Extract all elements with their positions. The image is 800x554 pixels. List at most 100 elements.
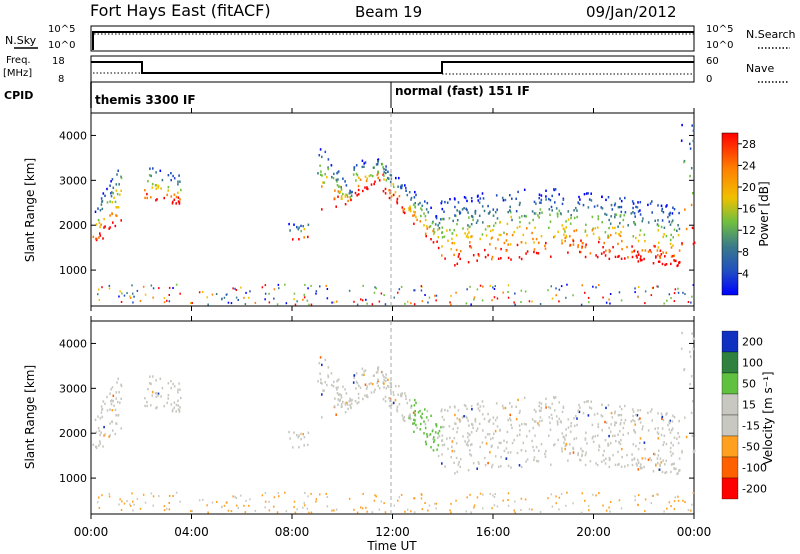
power-speckle-11 (273, 288, 276, 291)
power-cell-28 (98, 221, 101, 224)
velocity-cell-773 (531, 418, 534, 421)
velocity-cell-771 (601, 403, 603, 407)
velocity-cell-220 (365, 387, 368, 391)
velocity-cell-13 (111, 420, 113, 424)
power-cell-713 (657, 204, 659, 207)
velocity-speckle-28 (293, 500, 296, 503)
power-cell-16 (97, 218, 100, 222)
power-cell-841 (584, 245, 587, 249)
power-cell-195 (362, 189, 364, 193)
velocity-cell-92 (171, 410, 174, 413)
power-speckle-134 (398, 288, 401, 291)
power-speckle-49 (427, 301, 429, 304)
power-speckle-5 (123, 294, 126, 297)
power-speckle-16 (293, 298, 295, 301)
power-cell-11 (104, 225, 106, 228)
velocity-speckle-11 (273, 496, 276, 499)
velocity-cell-491 (602, 454, 604, 457)
power-cell-659 (637, 260, 640, 263)
power-cell-249 (386, 176, 389, 180)
power-speckle-124 (644, 290, 647, 293)
power-cell-271 (408, 207, 410, 210)
power-speckle-35 (237, 299, 239, 301)
velocity-cell-326 (408, 399, 411, 402)
power-cell-802 (525, 252, 527, 255)
velocity-speckle-83 (278, 495, 280, 498)
power-speckle-113 (420, 289, 423, 292)
power-speckle-57 (650, 294, 653, 297)
velocity-speckle-99 (152, 495, 155, 498)
power-cell-21 (111, 191, 113, 194)
velocity-cell-753 (534, 434, 536, 437)
power-cell-826 (535, 237, 538, 241)
power-cell-66 (177, 200, 180, 203)
power-cell-57 (119, 193, 121, 196)
velocity-cell-356 (426, 409, 429, 413)
power-cell-400 (623, 214, 625, 217)
velocity-cell-612 (545, 449, 547, 453)
velocity-cell-69 (161, 386, 164, 390)
power-cell-845 (675, 259, 677, 263)
velocity-cell-312 (398, 403, 401, 406)
power-speckle-15 (465, 302, 468, 305)
power-speckle-109 (491, 299, 493, 302)
velocity-speckle-189 (243, 504, 245, 507)
power-cell-814 (567, 218, 570, 221)
velocity-cell-339 (389, 400, 391, 403)
power-cell-214 (377, 158, 380, 161)
power-speckle-213 (677, 287, 679, 290)
power-speckle-117 (476, 288, 479, 291)
power-cell-754 (620, 230, 622, 234)
power-cell-805 (469, 241, 471, 244)
velocity-cell-162 (346, 401, 348, 405)
velocity-speckle-31 (450, 511, 452, 514)
power-speckle-155 (132, 301, 134, 304)
power-cell-361 (509, 205, 511, 209)
power-cell-545 (576, 215, 578, 219)
velocity-speckle-120 (374, 494, 376, 497)
power-cell-757 (638, 233, 641, 237)
power-cell-823 (562, 198, 565, 201)
power-cell-682 (573, 216, 576, 220)
power-cell-44 (99, 225, 101, 229)
velocity-cell-4 (100, 431, 102, 434)
power-speckle-21 (191, 302, 193, 304)
velocity-speckle-166 (175, 491, 178, 494)
power-cell-343 (409, 207, 412, 210)
power-cell-811 (668, 213, 671, 216)
velocity-speckle-41 (393, 504, 395, 507)
velocity-cell-607 (507, 418, 509, 422)
power-cell-745 (565, 234, 568, 238)
velocity-cell-553 (537, 460, 540, 463)
power-cell-336 (389, 180, 392, 184)
power-cell-807 (551, 194, 553, 198)
power-cell-559 (511, 233, 514, 237)
power-cell-688 (471, 200, 473, 203)
power-cell-480 (454, 214, 456, 217)
power-cell-382 (442, 217, 445, 221)
velocity-cell-215 (356, 402, 358, 405)
power-speckle-128 (302, 298, 304, 301)
power-cell-265 (383, 168, 385, 171)
power-cell-758 (518, 256, 521, 259)
power-speckle-69 (455, 291, 457, 294)
velocity-cell-667 (633, 430, 636, 433)
power-speckle-129 (264, 298, 266, 301)
velocity-cell-39 (108, 435, 110, 438)
power-cell-594 (469, 245, 471, 248)
velocity-speckle-212 (584, 499, 586, 502)
velocity-cell-46 (106, 409, 109, 412)
power-cell-884 (691, 124, 693, 127)
power-cell-269 (420, 207, 422, 210)
velocity-cell-17 (94, 418, 97, 421)
power-cell-493 (458, 253, 460, 256)
velocity-cell-811 (668, 421, 671, 424)
power-cell-544 (637, 201, 639, 204)
power-cell-292 (397, 185, 399, 188)
power-speckle-168 (234, 287, 236, 290)
velocity-speckle-128 (302, 506, 304, 509)
power-cell-697 (608, 257, 611, 261)
